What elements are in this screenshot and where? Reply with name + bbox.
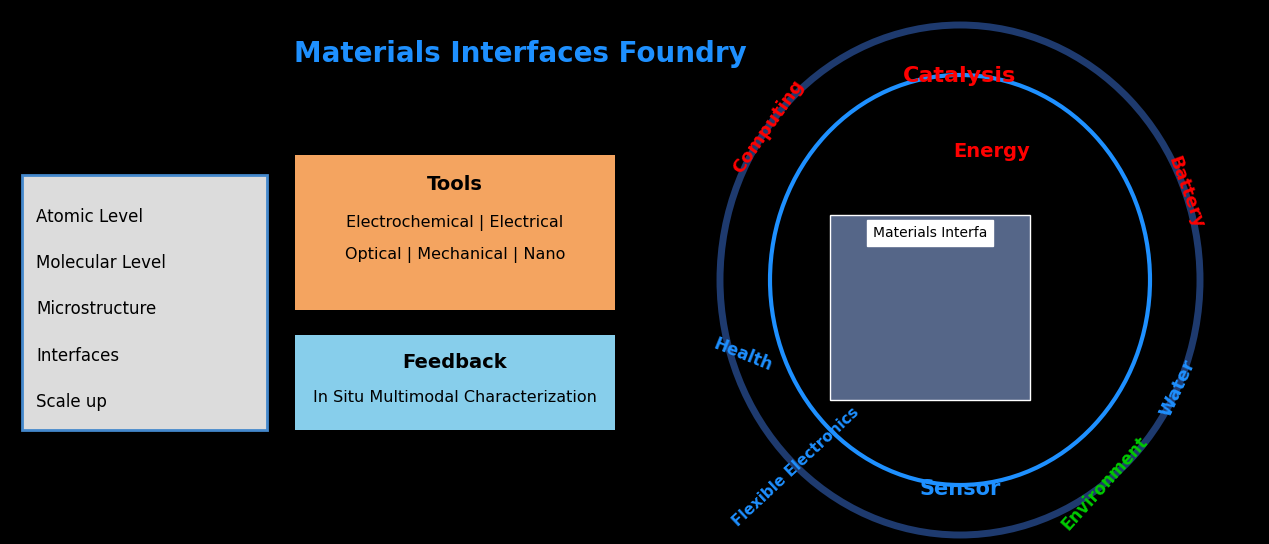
FancyBboxPatch shape [22, 175, 266, 430]
FancyBboxPatch shape [830, 215, 1030, 400]
Text: Molecular Level: Molecular Level [36, 254, 166, 272]
Text: Catalysis: Catalysis [904, 66, 1016, 86]
Text: Flexible Electronics: Flexible Electronics [730, 404, 863, 529]
Text: Optical | Mechanical | Nano: Optical | Mechanical | Nano [345, 247, 565, 263]
Text: Computing: Computing [730, 76, 807, 177]
Text: Scale up: Scale up [36, 393, 107, 411]
Text: Interfaces: Interfaces [36, 347, 119, 365]
FancyBboxPatch shape [294, 335, 615, 430]
FancyBboxPatch shape [294, 155, 615, 310]
Text: Water: Water [1156, 356, 1198, 419]
Text: Feedback: Feedback [402, 354, 508, 373]
Text: Environment: Environment [1058, 433, 1151, 534]
Text: Materials Interfaces Foundry: Materials Interfaces Foundry [293, 40, 746, 68]
Text: Tools: Tools [428, 176, 483, 195]
Text: Materials Interfa: Materials Interfa [873, 226, 987, 240]
Text: In Situ Multimodal Characterization: In Situ Multimodal Characterization [313, 390, 596, 405]
Text: Battery: Battery [1164, 154, 1207, 231]
Text: Microstructure: Microstructure [36, 300, 156, 318]
Text: Energy: Energy [953, 142, 1030, 161]
Text: Health: Health [711, 335, 775, 375]
Text: Atomic Level: Atomic Level [36, 208, 143, 226]
Text: Electrochemical | Electrical: Electrochemical | Electrical [346, 215, 563, 231]
Text: Sensor: Sensor [919, 479, 1001, 499]
